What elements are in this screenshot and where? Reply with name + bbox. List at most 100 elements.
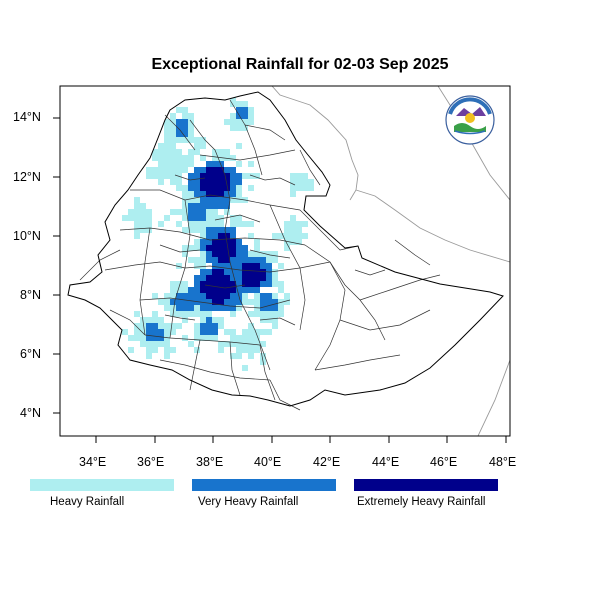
rainfall-cell xyxy=(176,107,182,113)
rainfall-cell xyxy=(200,173,206,179)
rainfall-cell xyxy=(146,329,152,335)
rainfall-cell xyxy=(254,347,260,353)
rainfall-cell xyxy=(200,179,206,185)
rainfall-cell xyxy=(200,329,206,335)
rainfall-cell xyxy=(230,173,236,179)
rainfall-cell xyxy=(188,197,194,203)
rainfall-cell xyxy=(248,185,254,191)
lon-label: 46°E xyxy=(430,455,458,469)
rainfall-cell xyxy=(200,311,206,317)
rainfall-cell xyxy=(152,335,158,341)
rainfall-cell xyxy=(188,311,194,317)
rainfall-cell xyxy=(248,287,254,293)
rainfall-cell xyxy=(296,173,302,179)
rainfall-cell xyxy=(218,215,224,221)
rainfall-cell xyxy=(188,287,194,293)
rainfall-cell xyxy=(236,275,242,281)
rainfall-cell xyxy=(206,185,212,191)
rainfall-cell xyxy=(218,233,224,239)
rainfall-cell xyxy=(236,119,242,125)
rainfall-cell xyxy=(128,335,134,341)
rainfall-cell xyxy=(188,245,194,251)
rainfall-cell xyxy=(302,179,308,185)
rainfall-cell xyxy=(158,155,164,161)
rainfall-cell xyxy=(140,341,146,347)
rainfall-cell xyxy=(200,287,206,293)
rainfall-cell xyxy=(176,263,182,269)
rainfall-cell xyxy=(206,317,212,323)
rainfall-cell xyxy=(224,185,230,191)
legend-label-extreme: Extremely Heavy Rainfall xyxy=(357,496,486,508)
rainfall-cell xyxy=(236,251,242,257)
rainfall-cell xyxy=(212,209,218,215)
rainfall-cell xyxy=(212,155,218,161)
rainfall-cell xyxy=(254,329,260,335)
rainfall-cell xyxy=(128,347,134,353)
rainfall-cell xyxy=(188,131,194,137)
rainfall-cell xyxy=(200,245,206,251)
rainfall-cell xyxy=(224,191,230,197)
rainfall-cell xyxy=(224,281,230,287)
legend-swatch-heavy xyxy=(30,479,174,491)
rainfall-cell xyxy=(278,299,284,305)
rainfall-cell xyxy=(242,299,248,305)
rainfall-cell xyxy=(290,191,296,197)
rainfall-cell xyxy=(290,221,296,227)
legend-swatch-very-heavy xyxy=(192,479,336,491)
rainfall-cell xyxy=(146,173,152,179)
rainfall-cell xyxy=(266,263,272,269)
rainfall-cell xyxy=(140,335,146,341)
rainfall-cell xyxy=(194,221,200,227)
rainfall-cell xyxy=(212,299,218,305)
rainfall-cell xyxy=(260,251,266,257)
rainfall-cell xyxy=(236,269,242,275)
rainfall-cell xyxy=(134,203,140,209)
rainfall-cell xyxy=(254,311,260,317)
rainfall-cell xyxy=(182,137,188,143)
rainfall-cell xyxy=(206,161,212,167)
rainfall-cell xyxy=(134,197,140,203)
rainfall-cell xyxy=(206,275,212,281)
rainfall-cell xyxy=(290,185,296,191)
rainfall-cell xyxy=(242,341,248,347)
rainfall-cell xyxy=(206,203,212,209)
rainfall-cell xyxy=(230,215,236,221)
rainfall-cell xyxy=(248,221,254,227)
rainfall-cell xyxy=(212,263,218,269)
rainfall-cell xyxy=(194,185,200,191)
rainfall-cell xyxy=(248,353,254,359)
rainfall-cell xyxy=(236,191,242,197)
rainfall-cell xyxy=(182,185,188,191)
rainfall-cell xyxy=(182,215,188,221)
map-frame xyxy=(59,85,511,437)
lon-label: 42°E xyxy=(313,455,341,469)
rainfall-cell xyxy=(194,173,200,179)
rainfall-cell xyxy=(218,185,224,191)
rainfall-cell xyxy=(236,143,242,149)
rainfall-cell xyxy=(158,161,164,167)
rainfall-cell xyxy=(176,161,182,167)
rainfall-cell xyxy=(146,341,152,347)
rainfall-cell xyxy=(266,257,272,263)
rainfall-cell xyxy=(254,341,260,347)
rainfall-cell xyxy=(170,173,176,179)
rainfall-cell xyxy=(296,185,302,191)
rainfall-cell xyxy=(200,227,206,233)
rainfall-cell xyxy=(164,329,170,335)
rainfall-cell xyxy=(152,317,158,323)
rainfall-cell xyxy=(164,119,170,125)
rainfall-cell xyxy=(236,161,242,167)
rainfall-cell xyxy=(194,209,200,215)
rainfall-cell xyxy=(182,155,188,161)
rainfall-cell xyxy=(164,353,170,359)
rainfall-cell xyxy=(254,173,260,179)
rainfall-cell xyxy=(224,245,230,251)
rainfall-cell xyxy=(260,341,266,347)
lon-label: 36°E xyxy=(137,455,165,469)
rainfall-cell xyxy=(230,305,236,311)
rainfall-cell xyxy=(206,257,212,263)
rainfall-cell xyxy=(176,119,182,125)
rainfall-cell xyxy=(188,293,194,299)
rainfall-cell xyxy=(170,131,176,137)
